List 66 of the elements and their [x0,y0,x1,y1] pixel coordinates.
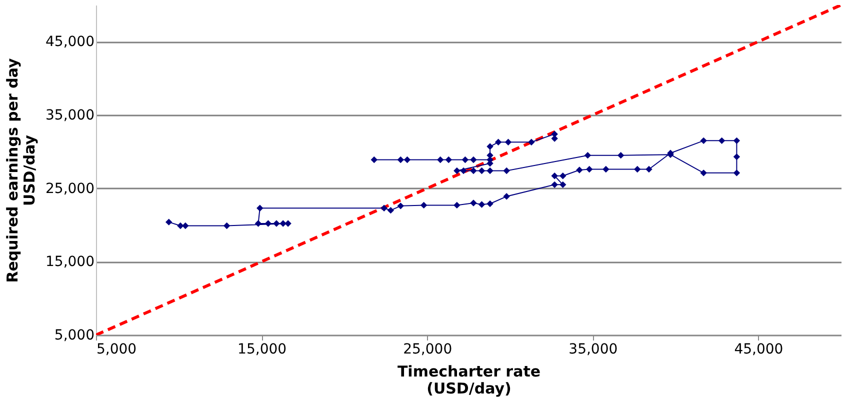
point [437,156,444,164]
point [560,172,566,180]
point [397,156,404,164]
point [486,167,494,174]
point [576,166,583,174]
point [454,202,460,209]
point [478,167,486,174]
point [470,156,477,164]
point [733,170,740,176]
point [486,143,494,150]
x-tick-label: 25,000 [403,342,452,358]
point [503,167,510,174]
point [404,156,411,164]
point [264,220,272,227]
point [718,137,726,144]
point [370,156,378,164]
point [617,152,624,159]
point [478,201,486,208]
point [584,152,592,159]
point [551,135,558,142]
point [733,137,740,144]
point [165,218,172,226]
point [646,166,652,173]
point [280,220,286,227]
point [551,130,558,138]
point [503,193,510,200]
point [387,206,394,214]
point [420,202,428,209]
y-tick-label: 25,000 [46,180,94,197]
point [494,138,502,146]
point [602,166,610,173]
x-tick-label: 15,000 [238,342,287,358]
point [273,220,280,227]
y-tick-label: 45,000 [46,34,94,50]
x-axis-title: Timecharter rate (USD/day) [397,362,541,398]
point [551,172,558,180]
point [462,156,469,164]
point [454,167,460,174]
point [445,156,452,164]
point [397,202,404,210]
point [486,200,494,208]
y-tick-label: 35,000 [46,108,94,124]
point [256,204,264,212]
y-axis-title: Required earnings per day USD/day [4,58,39,283]
point [560,181,566,188]
point [504,138,512,146]
point [460,167,467,174]
point [380,204,388,212]
point [551,181,558,188]
point [700,170,707,176]
point [586,166,593,173]
x-tick-label: 35,000 [568,342,618,358]
point [177,222,184,230]
point [254,220,262,227]
point [223,222,230,230]
point [634,166,641,173]
y-tick-label: 15,000 [46,254,94,270]
point [470,200,477,206]
point [700,137,707,144]
point [528,138,535,146]
y-tick-label: 5,000 [54,328,94,344]
x-tick-label: 5,000 [96,342,137,358]
x-tick-label: 45,000 [734,342,784,358]
point [182,222,189,230]
point [733,153,740,160]
point [470,167,477,174]
